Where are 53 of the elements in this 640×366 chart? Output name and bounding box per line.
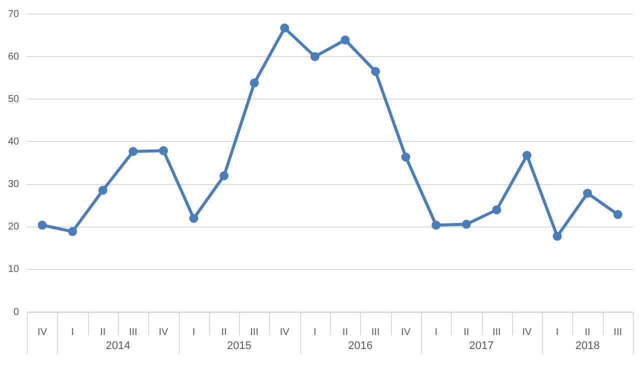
x-tick-label: II	[100, 326, 106, 338]
x-tick-label: II	[221, 326, 227, 338]
point	[462, 220, 471, 229]
point	[583, 188, 592, 198]
text: 2014	[106, 340, 130, 352]
text: 2015	[226, 340, 252, 352]
point	[552, 232, 562, 241]
point	[220, 171, 229, 180]
point	[38, 220, 47, 230]
x-tick-label: I	[71, 326, 74, 338]
x-tick-label: II	[342, 326, 348, 338]
x-tick-label: III	[128, 326, 138, 338]
x-tick-label: IV	[158, 326, 168, 338]
y-tick-label: 20	[8, 222, 20, 233]
point	[401, 152, 410, 162]
y-tick-label: 10	[8, 264, 20, 276]
y-tick-label: 30	[8, 179, 20, 190]
point	[189, 214, 198, 223]
x-tick-label: IV	[280, 326, 290, 338]
point	[128, 147, 138, 156]
text: 2018	[575, 340, 600, 352]
y-tick-label: 50	[8, 94, 20, 105]
x-tick-label: III	[492, 326, 501, 338]
point	[371, 66, 380, 76]
point	[98, 186, 108, 195]
x-tick-label: I	[192, 326, 196, 338]
y-tick-label: 70	[8, 8, 20, 20]
y-tick-label: 60	[8, 51, 20, 62]
x-tick-label: IV	[38, 326, 48, 338]
text: 2017	[469, 340, 494, 352]
x-tick-label: III	[250, 326, 258, 338]
x-tick-label: II	[584, 326, 590, 338]
x-tick-label: IV	[401, 326, 411, 338]
point	[492, 205, 502, 214]
point	[310, 52, 320, 62]
x-tick-label: I	[314, 326, 316, 338]
point	[522, 150, 532, 160]
point	[280, 24, 290, 33]
point	[613, 210, 622, 220]
point	[68, 227, 78, 236]
x-tick-label: I	[434, 326, 438, 338]
text: 2016	[348, 340, 373, 352]
point	[158, 146, 168, 156]
y-tick-label: 40	[8, 136, 20, 148]
x-tick-label: III	[371, 326, 380, 338]
x-tick-label: I	[556, 326, 559, 338]
point	[432, 220, 441, 230]
point	[250, 78, 259, 88]
x-tick-label: IV	[522, 326, 532, 338]
point	[340, 35, 350, 44]
y-tick-label: 0	[14, 306, 20, 318]
x-tick-label: III	[614, 326, 622, 338]
x-tick-label: II	[464, 326, 470, 338]
